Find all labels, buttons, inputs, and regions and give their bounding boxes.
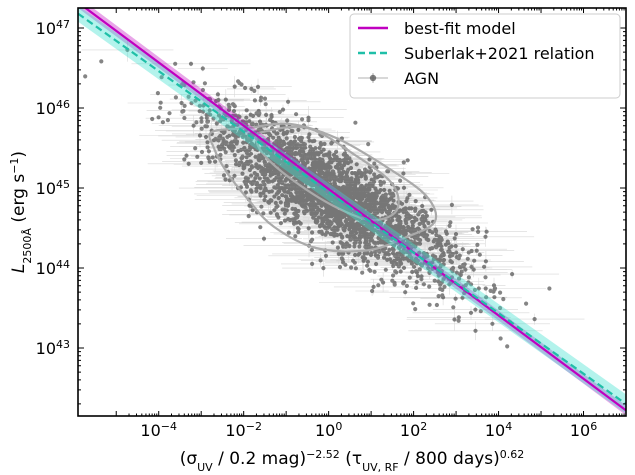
y-axis-label: L2500Å (erg s−1) [8,151,34,273]
x-tick-label-4: 104 [485,420,512,441]
legend-marker-2 [369,74,377,82]
legend-label-0: best-fit model [404,19,516,38]
y-tick-label-46: 1046 [36,98,70,119]
x-axis-label: (σUV / 0.2 mag)−2.52 (τUV, RF / 800 days… [180,448,525,474]
plot-area [78,8,626,416]
agn-points [83,47,552,349]
x-tick-label--2: 10−2 [225,420,262,441]
x-tick-label--4: 10−4 [140,420,177,441]
legend-label-1: Suberlak+2021 relation [404,44,595,63]
band-1 [78,8,626,414]
relation-lines [78,8,626,412]
confidence-bands [78,8,626,416]
band-0 [78,8,626,416]
legend-label-2: AGN [404,69,439,88]
y-tick-label-44: 1044 [36,258,70,279]
y-tick-label-45: 1045 [36,178,70,199]
line-1 [78,12,626,405]
y-tick-label-43: 1043 [36,338,70,359]
tick-marks [78,8,627,416]
axis-ticks [78,8,627,416]
legend: best-fit model Suberlak+2021 relation AGN [349,13,621,99]
legend-box [349,13,621,99]
x-tick-label-2: 102 [400,420,427,441]
axis-labels: 10−4 10−2 100 102 104 106 1043 1044 1045 1046 1047… [8,18,598,474]
x-tick-label-0: 100 [315,420,342,441]
y-tick-label-47: 1047 [36,18,70,39]
x-tick-label-6: 106 [570,420,597,441]
contour-outer [208,122,438,253]
line-0 [83,8,626,412]
